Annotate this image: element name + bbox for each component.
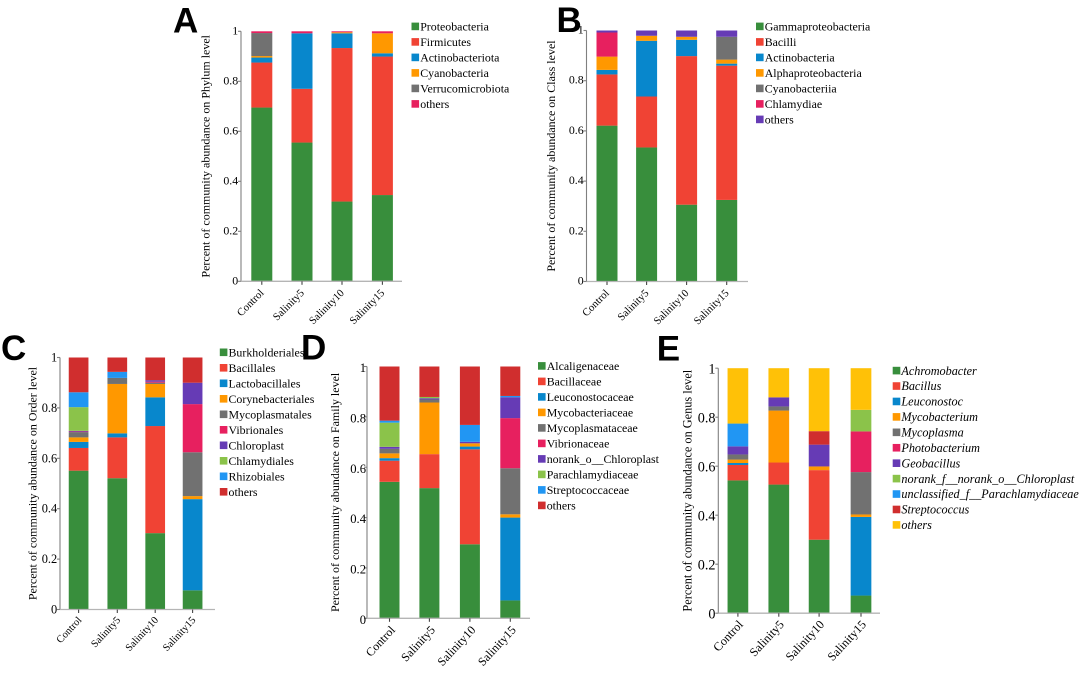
svg-text:0.6: 0.6: [698, 460, 716, 476]
svg-text:Firmicutes: Firmicutes: [420, 35, 471, 49]
svg-text:Cyanobacteria: Cyanobacteria: [420, 66, 489, 80]
svg-text:D: D: [301, 329, 326, 368]
svg-text:0.8: 0.8: [569, 73, 584, 87]
svg-text:Leuconostoc: Leuconostoc: [900, 395, 963, 409]
svg-text:0: 0: [232, 273, 238, 287]
svg-text:Mycoplasma: Mycoplasma: [900, 426, 963, 440]
svg-text:0.6: 0.6: [223, 123, 238, 137]
svg-text:Lactobacillales: Lactobacillales: [229, 377, 301, 391]
svg-text:others: others: [229, 485, 258, 499]
svg-text:0.2: 0.2: [350, 563, 366, 577]
svg-text:Mycobacterium: Mycobacterium: [900, 410, 978, 424]
svg-text:0: 0: [51, 603, 57, 617]
svg-text:0.4: 0.4: [350, 512, 366, 526]
svg-text:Bacilli: Bacilli: [765, 35, 797, 49]
svg-text:Mycoplasmatales: Mycoplasmatales: [229, 408, 313, 422]
svg-text:Bacillaceae: Bacillaceae: [547, 375, 602, 389]
svg-text:Chlamydiales: Chlamydiales: [229, 454, 295, 468]
svg-text:norank_f__norank_o__Chloroplas: norank_f__norank_o__Chloroplast: [901, 472, 1074, 486]
svg-text:unclassified_f__Parachlamydiac: unclassified_f__Parachlamydiaceae: [901, 487, 1079, 501]
svg-text:Percent of community abundance: Percent of community abundance on Class …: [544, 40, 558, 272]
svg-text:Actinobacteriota: Actinobacteriota: [420, 51, 500, 65]
svg-text:Chloroplast: Chloroplast: [229, 439, 285, 453]
svg-text:Mycoplasmataceae: Mycoplasmataceae: [547, 421, 638, 435]
svg-text:Vibrionales: Vibrionales: [229, 423, 284, 437]
svg-text:Leuconostocaceae: Leuconostocaceae: [547, 390, 634, 404]
svg-text:0: 0: [360, 613, 366, 627]
svg-text:C: C: [1, 329, 26, 368]
svg-text:others: others: [901, 518, 932, 532]
svg-text:others: others: [547, 499, 576, 513]
svg-text:0.8: 0.8: [223, 73, 238, 87]
svg-text:Bacillales: Bacillales: [229, 361, 276, 375]
svg-text:0.4: 0.4: [698, 509, 716, 525]
svg-text:1: 1: [578, 23, 584, 37]
svg-text:0.6: 0.6: [350, 462, 366, 476]
svg-text:0: 0: [578, 274, 584, 288]
svg-text:0.8: 0.8: [42, 401, 58, 415]
svg-text:0.2: 0.2: [42, 552, 58, 566]
svg-text:0.2: 0.2: [569, 223, 584, 237]
svg-text:Geobacillus: Geobacillus: [901, 456, 960, 470]
svg-text:0.4: 0.4: [223, 173, 238, 187]
svg-text:Alphaproteobacteria: Alphaproteobacteria: [765, 66, 863, 80]
svg-text:Percent of community abundance: Percent of community abundance on Phylum…: [199, 34, 213, 277]
svg-text:Rhizobiales: Rhizobiales: [229, 470, 286, 484]
svg-text:0.8: 0.8: [350, 411, 366, 425]
svg-text:B: B: [557, 1, 582, 40]
svg-text:norank_o__Chloroplast: norank_o__Chloroplast: [547, 452, 660, 466]
svg-text:0.4: 0.4: [42, 502, 58, 516]
svg-text:1: 1: [232, 23, 238, 37]
svg-text:Chlamydiae: Chlamydiae: [765, 97, 822, 111]
svg-text:Alcaligenaceae: Alcaligenaceae: [547, 359, 620, 373]
svg-text:Streptococcus: Streptococcus: [901, 503, 969, 517]
svg-text:Actinobacteria: Actinobacteria: [765, 51, 836, 65]
svg-text:0.6: 0.6: [42, 451, 58, 465]
svg-text:0.6: 0.6: [569, 123, 584, 137]
svg-text:Burkholderiales: Burkholderiales: [229, 346, 305, 360]
svg-text:others: others: [420, 97, 449, 111]
svg-text:Percent of community abundance: Percent of community abundance on Genus …: [681, 369, 695, 611]
svg-text:0.8: 0.8: [698, 411, 716, 427]
svg-text:E: E: [657, 330, 680, 369]
svg-text:Vibrionaceae: Vibrionaceae: [547, 437, 610, 451]
svg-text:Parachlamydiaceae: Parachlamydiaceae: [547, 468, 639, 482]
svg-text:1: 1: [360, 361, 366, 375]
svg-text:Percent of community abundance: Percent of community abundance on Order …: [26, 366, 40, 600]
svg-text:Verrucomicrobiota: Verrucomicrobiota: [420, 82, 510, 96]
svg-text:others: others: [765, 113, 794, 127]
svg-text:Streptococcaceae: Streptococcaceae: [547, 483, 630, 497]
svg-text:Percent of community abundance: Percent of community abundance on Family…: [328, 372, 342, 612]
svg-text:0.2: 0.2: [223, 223, 238, 237]
svg-text:Proteobacteria: Proteobacteria: [420, 20, 489, 34]
svg-text:Bacillus: Bacillus: [901, 379, 941, 393]
svg-text:Corynebacteriales: Corynebacteriales: [229, 392, 315, 406]
svg-text:1: 1: [51, 351, 57, 365]
svg-text:0.4: 0.4: [569, 173, 584, 187]
svg-text:A: A: [173, 2, 198, 41]
svg-text:Achromobacter: Achromobacter: [900, 364, 977, 378]
svg-text:Photobacterium: Photobacterium: [900, 441, 980, 455]
svg-text:0.2: 0.2: [698, 558, 716, 574]
svg-text:Cyanobacteriia: Cyanobacteriia: [765, 82, 838, 96]
svg-text:0: 0: [708, 607, 715, 623]
svg-text:Mycobacteriaceae: Mycobacteriaceae: [547, 406, 633, 420]
svg-text:Gammaproteobacteria: Gammaproteobacteria: [765, 20, 871, 34]
svg-text:1: 1: [708, 362, 715, 378]
